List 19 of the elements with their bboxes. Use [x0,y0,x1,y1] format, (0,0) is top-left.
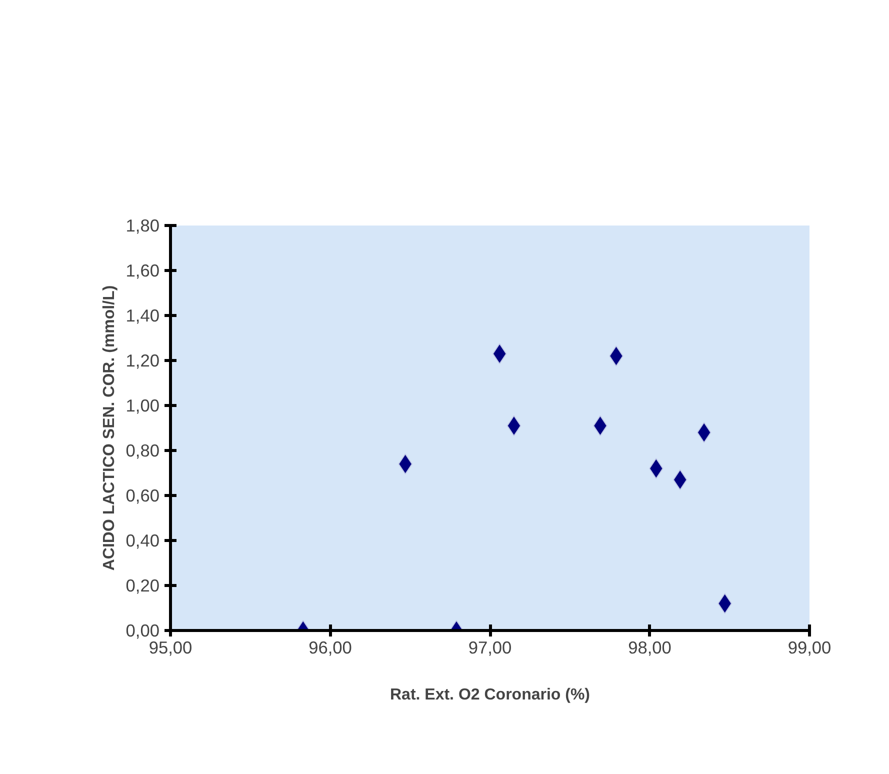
point [696,422,712,443]
y-tick-label: 0,00 [126,620,160,640]
y-tick-label: 1,20 [126,350,160,370]
y-tick-label: 1,00 [126,396,160,416]
y-tick-label: 0,80 [126,440,160,460]
x-tick-label: 98,00 [628,638,672,658]
x-tick-label: 95,00 [148,638,192,658]
x-tick-label: 96,00 [308,638,352,658]
y-tick-label: 0,40 [126,530,160,550]
x-tick-label: 97,00 [468,638,512,658]
y-tick-label: 0,60 [126,486,160,506]
y-tick-label: 1,60 [126,260,160,280]
point [648,458,664,479]
x-axis-title: Rat. Ext. O2 Coronario (%) [390,686,590,704]
y-tick-label: 0,20 [126,576,160,596]
y-axis-title: ACIDO LACTICO SEN. COR. (mmol/L) [100,285,118,571]
y-tick-label: 1,40 [126,306,160,326]
y-tick-label: 1,80 [126,216,160,236]
x-tick-label: 99,00 [788,638,832,658]
